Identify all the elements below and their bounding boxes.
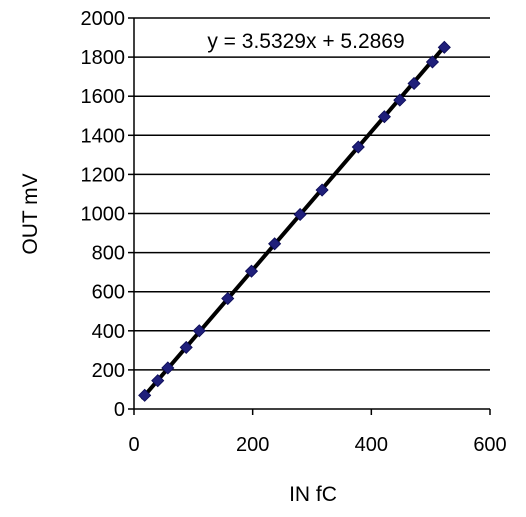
data-point — [161, 361, 175, 375]
data-point — [393, 93, 407, 107]
y-tick-label: 1200 — [81, 164, 126, 186]
gridlines — [134, 17, 490, 371]
data-point — [221, 291, 235, 306]
data-point — [244, 264, 259, 278]
trendline-equation: y = 3.5329x + 5.2869 — [207, 30, 404, 53]
axes — [128, 17, 491, 415]
trendline-group — [140, 43, 448, 400]
y-tick-label: 0 — [114, 399, 125, 421]
y-tick-label: 2000 — [81, 8, 126, 30]
data-point — [437, 40, 451, 54]
y-tick-label: 1600 — [81, 86, 126, 108]
data-point — [192, 324, 206, 338]
data-point — [293, 207, 307, 222]
x-axis-title: IN fC — [289, 483, 337, 506]
trendline — [140, 43, 448, 400]
y-tick-label: 200 — [92, 360, 125, 382]
y-axis-title: OUT mV — [19, 173, 42, 254]
x-tick-label: 600 — [473, 434, 506, 456]
data-points — [138, 40, 451, 402]
data-point — [425, 55, 440, 69]
y-tick-label: 800 — [92, 243, 125, 265]
y-tick-label: 400 — [92, 321, 125, 343]
data-point — [315, 183, 329, 197]
data-point — [138, 388, 152, 402]
y-tick-label: 1000 — [81, 204, 126, 226]
y-tick-label: 600 — [92, 282, 125, 304]
x-tick-label: 200 — [236, 434, 269, 456]
data-point — [407, 76, 421, 91]
data-point — [351, 140, 365, 154]
y-tick-label: 1400 — [81, 125, 126, 147]
data-point — [179, 340, 193, 354]
x-tick-label: 0 — [128, 434, 139, 456]
data-point — [377, 110, 391, 124]
y-tick-label: 1800 — [81, 47, 126, 69]
x-tick-label: 400 — [355, 434, 388, 456]
tick-labels: 0 200 400 600 800 1000 1200 1400 1600 1800 2000 0 20… — [81, 8, 507, 456]
data-point — [151, 374, 165, 388]
data-point — [268, 237, 282, 251]
